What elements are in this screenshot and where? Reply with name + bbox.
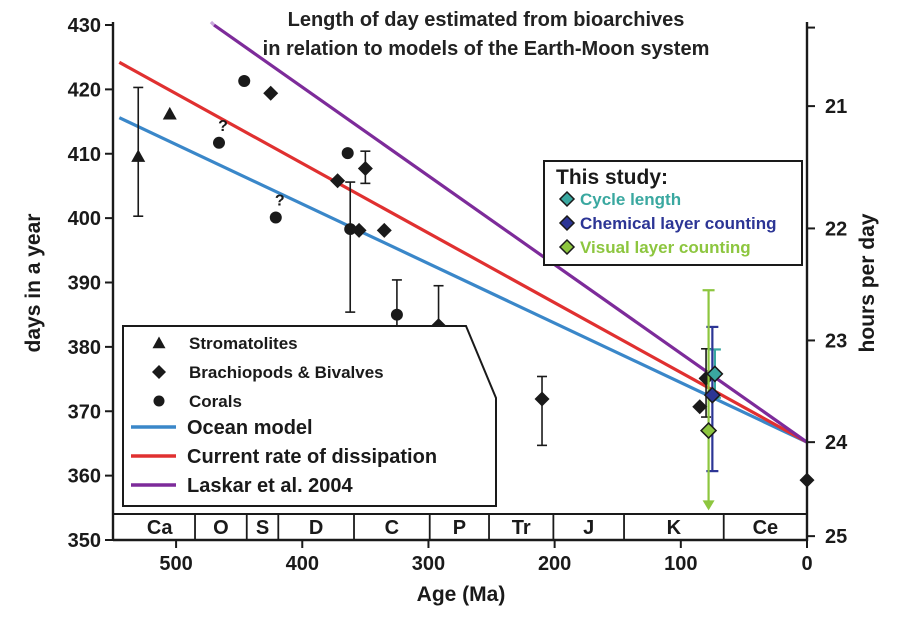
stromatolite-point-1 xyxy=(131,149,146,162)
coral-point-5 xyxy=(344,223,357,236)
y2-tick-label-21: 21 xyxy=(825,96,847,118)
coral-point-6 xyxy=(390,308,403,321)
y2-tick-label-24: 24 xyxy=(825,432,848,454)
y-tick-label-380: 380 xyxy=(68,337,101,359)
y-tick-label-420: 420 xyxy=(68,79,101,101)
study-legend: This study:Cycle length Chemical layer co… xyxy=(543,160,803,266)
period-label-ce: Ce xyxy=(753,517,779,539)
visual-layer-counting-point xyxy=(700,422,718,440)
period-label-c: C xyxy=(385,517,399,539)
legend-label-laskar-model-line: Laskar et al. 2004 xyxy=(187,475,354,497)
y-axis-label: days in a year xyxy=(22,214,45,353)
x-tick-label-400: 400 xyxy=(286,553,319,575)
legend: Stromatolites Brachiopods & Bivalves Coral… xyxy=(122,325,497,507)
legend-label-stromatolite: Stromatolites xyxy=(189,334,298,353)
period-strip: Ca O S D C P Tr J K Ce xyxy=(112,513,808,541)
x-tick-label-500: 500 xyxy=(159,553,192,575)
x-tick-label-100: 100 xyxy=(664,553,697,575)
y-tick-label-370: 370 xyxy=(68,401,101,423)
laskar-model-line-fade xyxy=(209,20,216,27)
brachiopod-bivalve-point-7 xyxy=(534,391,550,407)
period-label-o: O xyxy=(213,517,229,539)
period-label-ca: Ca xyxy=(147,517,173,539)
chart-title-line-2: in relation to models of the Earth-Moon … xyxy=(263,38,710,60)
y-tick-label-390: 390 xyxy=(68,273,101,295)
study-legend-label-visual-layer-counting: Visual layer counting xyxy=(580,238,751,257)
period-label-p: P xyxy=(453,517,466,539)
x-axis-label: Age (Ma) xyxy=(417,583,506,606)
y-tick-label-430: 430 xyxy=(68,15,101,37)
legend-marker-brachiopod-bivalve xyxy=(152,365,166,379)
y-tick-label-400: 400 xyxy=(68,208,101,230)
y2-tick-label-25: 25 xyxy=(825,526,847,548)
period-label-j: J xyxy=(583,517,594,539)
legend-marker-coral xyxy=(153,395,165,407)
legend-label-coral: Corals xyxy=(189,392,242,411)
study-legend-marker-visual-layer-counting xyxy=(558,238,576,256)
y2-tick-label-23: 23 xyxy=(825,330,847,352)
coral-point-3-note: ? xyxy=(275,192,285,209)
legend-label-dissipation-model-line: Current rate of dissipation xyxy=(187,446,437,468)
study-legend-marker-cycle-length xyxy=(558,190,576,208)
period-label-k: K xyxy=(667,517,682,539)
coral-point-1 xyxy=(238,75,251,88)
study-legend-label-chemical-layer-counting: Chemical layer counting xyxy=(580,214,777,233)
coral-point-2 xyxy=(212,136,225,149)
chemical-layer-counting-point xyxy=(703,386,721,404)
legend-box xyxy=(122,325,497,507)
brachiopod-bivalve-point-3 xyxy=(357,161,373,177)
axes: 350 360 370 380 390 400 410 420 430 21 22 23 24 25 500… xyxy=(68,15,848,575)
coral-point-3 xyxy=(269,211,282,224)
y-tick-label-360: 360 xyxy=(68,466,101,488)
y2-tick-label-22: 22 xyxy=(825,218,847,240)
brachiopod-bivalve-point-7-error-bar xyxy=(537,375,548,447)
study-legend-marker-chemical-layer-counting xyxy=(558,214,576,232)
y-tick-label-350: 350 xyxy=(68,530,101,552)
stromatolite-point-2 xyxy=(162,106,177,120)
coral-point-2-note: ? xyxy=(218,118,228,135)
y-tick-label-410: 410 xyxy=(68,144,101,166)
brachiopod-bivalve-point-2 xyxy=(330,173,346,189)
study-legend-box xyxy=(543,160,803,266)
brachiopod-bivalve-point-8 xyxy=(692,399,708,415)
coral-point-4 xyxy=(341,147,354,160)
legend-label-ocean-model-line: Ocean model xyxy=(187,417,313,439)
brachiopod-bivalve-point-1 xyxy=(263,85,279,101)
study-legend-title: This study: xyxy=(556,166,668,189)
chart-title-line-1: Length of day estimated from bioarchives xyxy=(288,9,685,31)
period-label-tr: Tr xyxy=(512,517,531,539)
period-label-d: D xyxy=(309,517,323,539)
legend-marker-stromatolite xyxy=(152,336,166,349)
study-legend-label-cycle-length: Cycle length xyxy=(580,190,681,209)
study-points xyxy=(700,289,724,511)
x-tick-label-300: 300 xyxy=(412,553,445,575)
x-tick-label-0: 0 xyxy=(801,553,812,575)
dissipation-model-line xyxy=(118,60,808,444)
brachiopod-bivalve-point-5 xyxy=(376,222,392,238)
x-tick-label-200: 200 xyxy=(538,553,571,575)
legend-label-brachiopod-bivalve: Brachiopods & Bivalves xyxy=(189,363,384,382)
cycle-length-point xyxy=(706,365,724,383)
period-label-s: S xyxy=(256,517,269,539)
coral-point-5-error-bar xyxy=(345,181,356,313)
ocean-model-line xyxy=(118,116,808,444)
y2-axis-label: hours per day xyxy=(856,213,879,352)
visual-layer-counting-point-error-arrow xyxy=(702,500,715,511)
